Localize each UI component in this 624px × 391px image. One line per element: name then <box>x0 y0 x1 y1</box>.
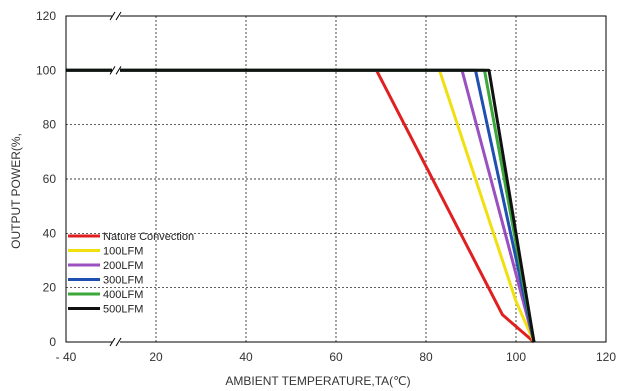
y-tick-label: 60 <box>43 172 57 186</box>
axis-break-mark <box>109 337 122 347</box>
legend-label: 500LFM <box>103 304 143 316</box>
tick-labels: - 40 20 40 60 80 100 120 0 20 40 60 80 100 120 <box>36 9 616 364</box>
axis-break-mark <box>109 66 122 75</box>
series-lines <box>66 68 536 344</box>
legend-label: Nature Convection <box>103 231 194 243</box>
series-line <box>66 68 535 344</box>
x-tick-label: - 40 <box>56 350 77 364</box>
legend-label: 300LFM <box>103 275 143 287</box>
axis-break-gap <box>112 337 120 347</box>
y-tick-label: 120 <box>36 9 56 23</box>
y-axis-label: OUTPUT POWER(%, <box>9 133 23 249</box>
y-tick-label: 100 <box>36 63 56 77</box>
series-line <box>66 68 536 343</box>
legend-label: 100LFM <box>103 246 143 258</box>
x-tick-label: 120 <box>596 350 616 364</box>
plot-area-frame <box>65 15 607 343</box>
y-tick-label: 80 <box>43 118 57 132</box>
y-tick-label: 0 <box>49 335 56 349</box>
axis-break-mark <box>109 11 122 21</box>
axis-break-gap <box>112 11 120 21</box>
axis-break-gap <box>112 65 120 76</box>
x-tick-label: 40 <box>239 350 253 364</box>
legend: Nature Convection 100LFM 200LFM 300LFM 400LF… <box>68 231 194 316</box>
series-line <box>66 68 536 343</box>
x-tick-label: 80 <box>419 350 433 364</box>
y-tick-label: 20 <box>43 281 57 295</box>
x-tick-label: 20 <box>149 350 163 364</box>
series-line <box>66 68 536 343</box>
legend-label: 200LFM <box>103 260 143 272</box>
legend-label: 400LFM <box>103 289 143 301</box>
y-tick-label: 40 <box>43 226 57 240</box>
series-line <box>66 68 536 343</box>
axis-break-marks <box>109 11 122 347</box>
series-line <box>66 68 536 343</box>
x-tick-label: 60 <box>329 350 343 364</box>
x-axis-label: AMBIENT TEMPERATURE,TA(℃) <box>225 374 410 388</box>
x-tick-label: 100 <box>506 350 526 364</box>
